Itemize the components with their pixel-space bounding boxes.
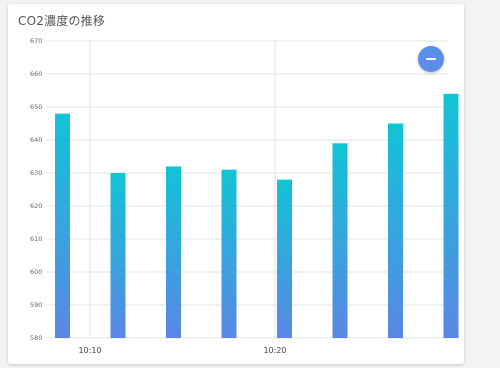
y-tick-label: 590	[30, 301, 42, 309]
minus-button[interactable]	[418, 46, 444, 72]
y-tick-label: 620	[30, 202, 42, 210]
y-tick-label: 660	[30, 70, 42, 78]
y-tick-label: 650	[30, 103, 42, 111]
y-tick-label: 580	[30, 334, 42, 342]
bar	[221, 169, 237, 338]
y-tick-label: 630	[30, 169, 42, 177]
bar	[388, 123, 403, 338]
bar	[166, 166, 181, 338]
bar	[55, 113, 70, 338]
chart-title: CO2濃度の推移	[18, 14, 106, 28]
x-tick-label: 10:10	[78, 346, 101, 355]
bar	[277, 179, 292, 338]
y-tick-label: 670	[30, 37, 42, 45]
bar	[443, 93, 459, 338]
bar	[332, 143, 348, 338]
y-tick-label: 640	[30, 136, 42, 144]
x-tick-label: 10:20	[263, 346, 286, 355]
y-tick-label: 610	[30, 235, 42, 243]
bar-chart: 580 590 600 610 620 630 640 650 660 670 10:10 10:2…	[30, 37, 459, 355]
chart-card: CO2濃度の推移 580 590 600 610 620 630 640 650 660 670 …	[8, 4, 464, 364]
bar	[110, 173, 126, 338]
y-tick-label: 600	[30, 268, 42, 276]
